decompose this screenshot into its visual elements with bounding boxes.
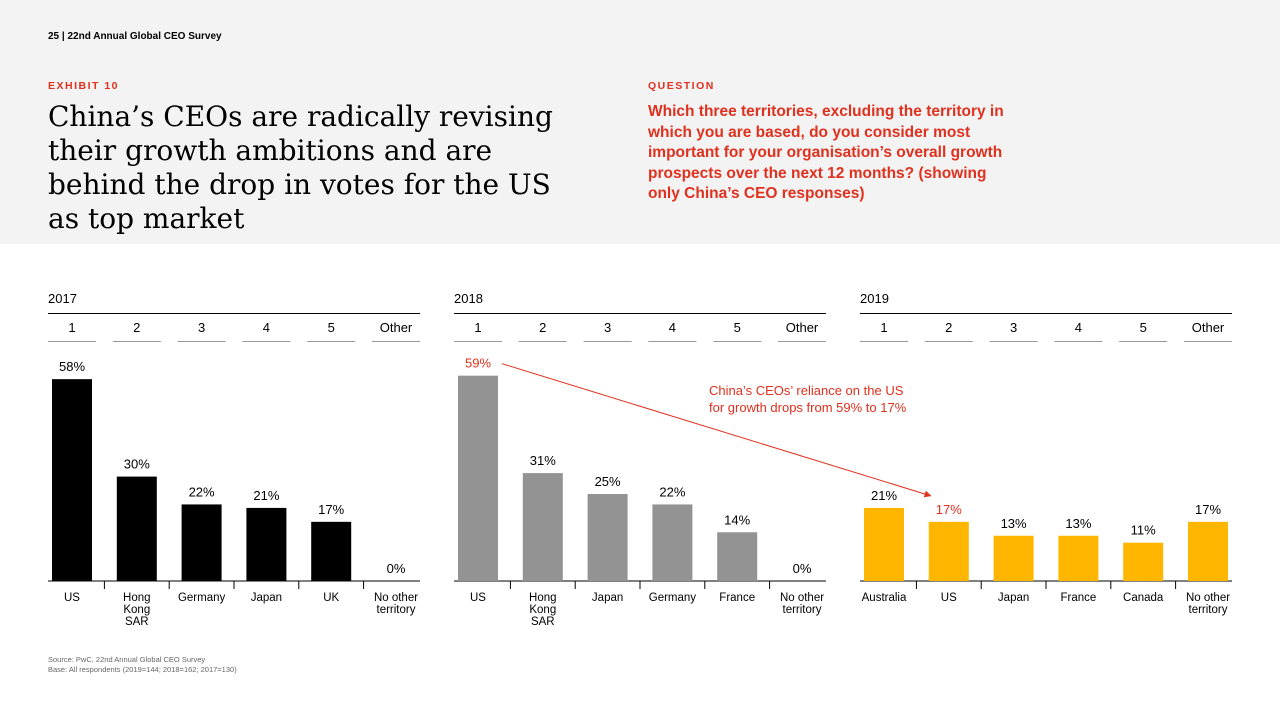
bar xyxy=(522,473,563,581)
rank-label: 5 xyxy=(734,320,741,335)
annotation-arrow xyxy=(501,363,932,498)
bar xyxy=(1188,521,1228,581)
category-label: No other territory xyxy=(780,592,824,616)
question-text: Which three territories, excluding the t… xyxy=(648,103,1004,203)
panel-title-2017: 2017 xyxy=(48,291,77,306)
rank-label: 4 xyxy=(669,320,676,335)
data-label: 13% xyxy=(1065,516,1091,531)
exhibit-label: EXHIBIT 10 xyxy=(48,80,120,92)
bar xyxy=(116,476,157,581)
category-label: Australia xyxy=(862,592,907,604)
data-label: 17% xyxy=(936,502,962,517)
rank-label: 4 xyxy=(263,320,270,335)
rank-label: 2 xyxy=(539,320,546,335)
bar xyxy=(993,535,1034,581)
rank-label: 4 xyxy=(1075,320,1082,335)
bar xyxy=(311,521,352,581)
data-label: 25% xyxy=(595,474,621,489)
bar xyxy=(928,521,969,581)
rank-label: 3 xyxy=(604,320,611,335)
category-label: Canada xyxy=(1123,592,1164,604)
source-note: Source: PwC, 22nd Annual Global CEO Surv… xyxy=(48,655,237,675)
data-label: 31% xyxy=(530,453,556,468)
bar xyxy=(246,507,287,581)
header-band xyxy=(0,0,1280,244)
bar xyxy=(1123,542,1164,581)
bar xyxy=(864,507,904,581)
rank-label: 3 xyxy=(198,320,205,335)
category-label: Hong Kong SAR xyxy=(123,592,151,628)
base-line: Base: All respondents (2019=144; 2018=16… xyxy=(48,665,237,674)
data-label: 22% xyxy=(659,484,685,499)
data-label: 13% xyxy=(1001,516,1027,531)
category-label: Japan xyxy=(251,592,282,604)
rank-label: Other xyxy=(1192,320,1225,335)
category-label: US xyxy=(64,592,80,604)
category-label: Japan xyxy=(998,592,1029,604)
rank-label: 1 xyxy=(68,320,75,335)
page-title: China’s CEOs are radically revising thei… xyxy=(48,100,553,235)
data-label: 17% xyxy=(1195,502,1221,517)
category-label: Japan xyxy=(592,592,623,604)
category-label: Germany xyxy=(649,592,697,604)
category-label: No other territory xyxy=(1186,592,1230,616)
data-label: 17% xyxy=(318,502,344,517)
rank-label: Other xyxy=(786,320,819,335)
bar xyxy=(717,532,758,581)
data-label: 59% xyxy=(465,356,491,371)
category-label: US xyxy=(470,592,486,604)
panel-title-2019: 2019 xyxy=(860,291,889,306)
category-label: No other territory xyxy=(374,592,418,616)
data-label: 14% xyxy=(724,512,750,527)
page-number: 25 | 22nd Annual Global CEO Survey xyxy=(48,31,222,42)
category-label: Hong Kong SAR xyxy=(529,592,557,628)
bar xyxy=(587,494,628,581)
data-label: 11% xyxy=(1131,523,1156,538)
rank-label: 5 xyxy=(1140,320,1147,335)
rank-label: 1 xyxy=(474,320,481,335)
category-label: US xyxy=(941,592,957,604)
bar xyxy=(1058,535,1099,581)
data-label: 58% xyxy=(59,359,85,374)
rank-label: 5 xyxy=(328,320,335,335)
question-label: QUESTION xyxy=(648,80,715,92)
rank-label: Other xyxy=(380,320,413,335)
data-label: 21% xyxy=(253,488,279,503)
category-label: France xyxy=(719,592,755,604)
bar xyxy=(52,379,92,581)
rank-label: 2 xyxy=(945,320,952,335)
category-label: UK xyxy=(323,592,339,604)
rank-label: 2 xyxy=(133,320,140,335)
category-label: Germany xyxy=(178,592,226,604)
data-label: 0% xyxy=(793,561,812,576)
data-label: 22% xyxy=(189,484,215,499)
bar xyxy=(181,504,222,581)
data-label: 30% xyxy=(124,457,150,472)
data-label: 21% xyxy=(871,488,897,503)
bar xyxy=(458,375,498,581)
source-line: Source: PwC, 22nd Annual Global CEO Surv… xyxy=(48,655,206,664)
rank-label: 1 xyxy=(880,320,887,335)
panel-title-2018: 2018 xyxy=(454,291,483,306)
rank-label: 3 xyxy=(1010,320,1017,335)
annotation-text: China’s CEOs’ reliance on the US for grow… xyxy=(709,383,907,415)
data-label: 0% xyxy=(387,561,406,576)
category-label: France xyxy=(1061,592,1097,604)
bar xyxy=(652,504,693,581)
